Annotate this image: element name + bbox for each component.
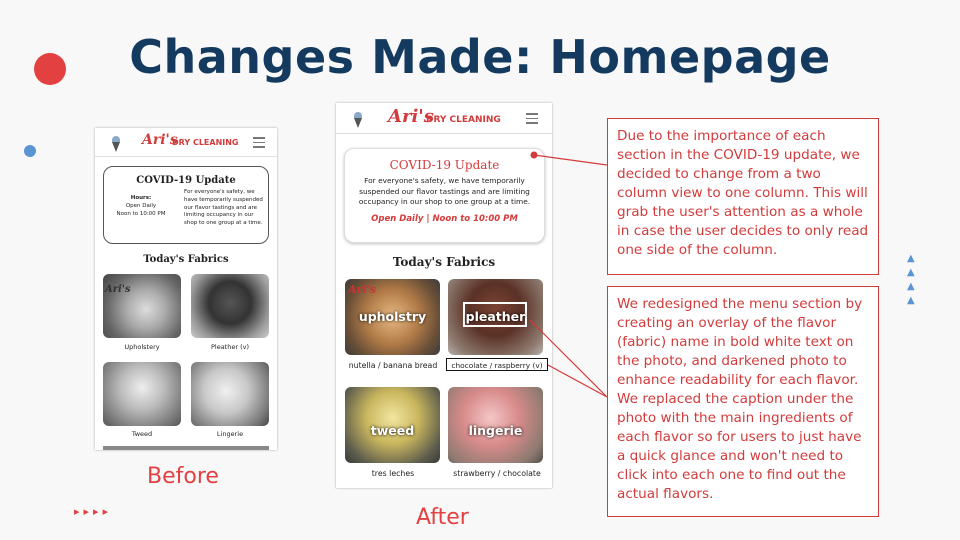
- fabrics-title: Today's Fabrics: [392, 255, 496, 269]
- fabric-photo-upholstery[interactable]: Ari's: [103, 274, 181, 338]
- fabric-caption-lingerie[interactable]: strawberry / chocolate: [453, 469, 541, 478]
- covid-pointer-line: [533, 154, 608, 166]
- brand-logo-text: DRY CLEANING: [172, 138, 239, 147]
- after-header: Ari's DRY CLEANING: [336, 103, 552, 134]
- before-covid-card: COVID-19 Update Hours: Open Daily Noon t…: [103, 166, 269, 244]
- covid-title: COVID-19 Update: [389, 158, 500, 172]
- after-covid-card: COVID-19 Update For everyone's safety, w…: [344, 148, 545, 243]
- ice-cream-logo-icon: [112, 136, 120, 152]
- pleather-photo-pointer-line: [529, 319, 608, 398]
- decor-blue-dot: [24, 145, 36, 157]
- ice-cream-logo-icon: [354, 112, 362, 128]
- photo-sign-text: Ari's: [105, 284, 131, 295]
- decor-red-dot: [34, 53, 66, 85]
- overlay-label-pleather: pleather: [465, 309, 526, 324]
- covid-hours: Hours: Open Daily Noon to 10:00 PM: [108, 194, 174, 218]
- after-caption: After: [416, 505, 469, 530]
- fabric-label-pleather[interactable]: Pleather (v): [210, 343, 250, 351]
- fabric-photo-tweed[interactable]: [103, 362, 181, 426]
- hours-label: Hours:: [130, 195, 152, 201]
- fabric-caption-upholstry[interactable]: nutella / banana bread: [348, 361, 438, 370]
- next-row-peek: [103, 446, 269, 450]
- menu-hamburger-icon[interactable]: [253, 137, 265, 151]
- brand-logo-script: Ari's: [388, 106, 434, 127]
- overlay-highlight-frame: [463, 302, 527, 327]
- brand-logo-script: Ari's: [142, 132, 178, 148]
- before-caption: Before: [147, 464, 219, 489]
- fabric-photo-pleather[interactable]: [191, 274, 269, 338]
- overlay-label-lingerie: lingerie: [468, 423, 523, 438]
- photo-sign-text: Ari's: [348, 283, 377, 296]
- covid-body: For everyone's safety, we have temporari…: [184, 189, 263, 227]
- overlay-label-upholstry: upholstry: [358, 309, 427, 324]
- fabric-photo-lingerie[interactable]: lingerie: [448, 387, 543, 463]
- fabric-photo-upholstry[interactable]: Ari's upholstry: [345, 279, 440, 355]
- fabric-photo-lingerie[interactable]: [191, 362, 269, 426]
- fabric-caption-tweed[interactable]: tres leches: [371, 469, 415, 478]
- fabric-caption-pleather[interactable]: chocolate / raspberry (v): [446, 358, 548, 371]
- before-screenshot: Ari's DRY CLEANING COVID-19 Update Hours…: [95, 128, 277, 450]
- before-header: Ari's DRY CLEANING: [95, 128, 277, 157]
- fabric-photo-tweed[interactable]: tweed: [345, 387, 440, 463]
- fabrics-title: Today's Fabrics: [143, 254, 229, 265]
- fabric-label-lingerie[interactable]: Lingerie: [216, 430, 244, 438]
- covid-title: COVID-19 Update: [136, 175, 236, 186]
- overlay-label-tweed: tweed: [370, 423, 415, 438]
- slide-title: Changes Made: Homepage: [129, 30, 831, 84]
- decor-blue-triangles: ▲ ▲ ▲ ▲: [907, 253, 915, 306]
- pleather-caption-pointer-line: [547, 364, 608, 398]
- covid-hours: Open Daily | Noon to 10:00 PM: [371, 213, 518, 224]
- fabric-label-tweed[interactable]: Tweed: [131, 430, 153, 438]
- covid-body: For everyone's safety, we have temporari…: [358, 176, 531, 206]
- hours-line-1: Open Daily: [125, 203, 157, 209]
- hours-line-2: Noon to 10:00 PM: [116, 211, 166, 217]
- fabric-photo-pleather[interactable]: pleather: [448, 279, 543, 355]
- menu-hamburger-icon[interactable]: [526, 113, 538, 127]
- decor-red-arrows: ▸▸▸▸: [74, 505, 113, 518]
- brand-logo-text: DRY CLEANING: [426, 115, 501, 125]
- after-screenshot: Ari's DRY CLEANING COVID-19 Update For e…: [336, 103, 552, 488]
- fabric-label-upholstery[interactable]: Upholstery: [124, 343, 160, 351]
- menu-change-note: We redesigned the menu section by creati…: [607, 286, 879, 517]
- covid-change-note: Due to the importance of each section in…: [607, 118, 879, 275]
